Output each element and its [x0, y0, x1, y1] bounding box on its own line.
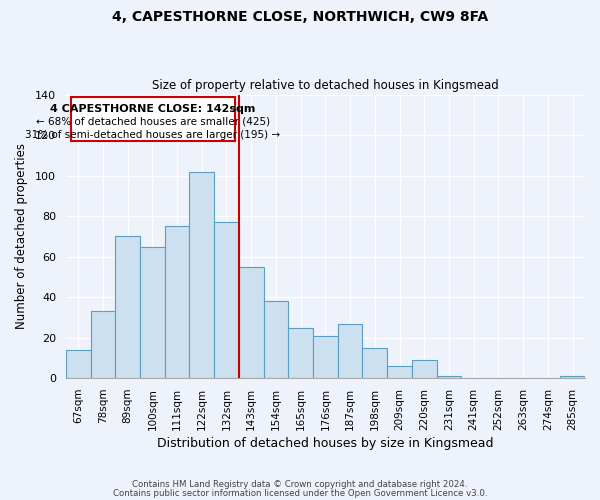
Bar	[362, 348, 387, 378]
Bar	[91, 312, 115, 378]
Bar	[115, 236, 140, 378]
Bar	[190, 172, 214, 378]
Text: 4, CAPESTHORNE CLOSE, NORTHWICH, CW9 8FA: 4, CAPESTHORNE CLOSE, NORTHWICH, CW9 8FA	[112, 10, 488, 24]
Bar	[66, 350, 91, 378]
Bar	[560, 376, 585, 378]
Text: ← 68% of detached houses are smaller (425): ← 68% of detached houses are smaller (42…	[36, 117, 270, 127]
Bar	[387, 366, 412, 378]
Bar	[289, 328, 313, 378]
Text: 4 CAPESTHORNE CLOSE: 142sqm: 4 CAPESTHORNE CLOSE: 142sqm	[50, 104, 256, 114]
X-axis label: Distribution of detached houses by size in Kingsmead: Distribution of detached houses by size …	[157, 437, 494, 450]
Bar	[338, 324, 362, 378]
Text: 31% of semi-detached houses are larger (195) →: 31% of semi-detached houses are larger (…	[25, 130, 281, 140]
Title: Size of property relative to detached houses in Kingsmead: Size of property relative to detached ho…	[152, 79, 499, 92]
Bar	[239, 267, 263, 378]
Bar	[313, 336, 338, 378]
Bar	[437, 376, 461, 378]
FancyBboxPatch shape	[71, 96, 235, 141]
Text: Contains HM Land Registry data © Crown copyright and database right 2024.: Contains HM Land Registry data © Crown c…	[132, 480, 468, 489]
Bar	[214, 222, 239, 378]
Y-axis label: Number of detached properties: Number of detached properties	[15, 144, 28, 330]
Bar	[140, 246, 164, 378]
Text: Contains public sector information licensed under the Open Government Licence v3: Contains public sector information licen…	[113, 489, 487, 498]
Bar	[263, 301, 289, 378]
Bar	[412, 360, 437, 378]
Bar	[164, 226, 190, 378]
